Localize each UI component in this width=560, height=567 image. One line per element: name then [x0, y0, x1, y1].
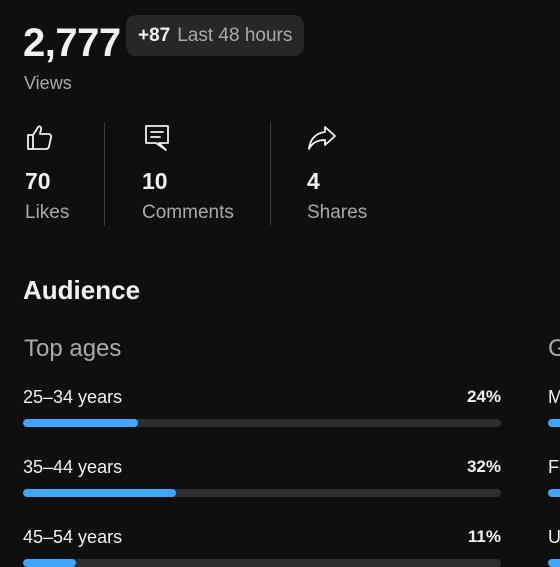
gender-bar	[548, 559, 560, 567]
views-delta-chip: +87 Last 48 hours	[126, 15, 305, 56]
age-range-label: 35–44 years	[23, 457, 123, 477]
comments-label: Comments	[142, 202, 234, 223]
top-ages-title: Top ages	[24, 335, 122, 362]
age-bar-track	[23, 559, 501, 567]
likes-label: Likes	[25, 202, 70, 223]
age-bar-fill	[23, 559, 76, 567]
shares-stat[interactable]: 4 Shares	[307, 122, 367, 223]
comments-stat[interactable]: 10 Comments	[142, 122, 234, 223]
age-percent: 32%	[466, 457, 501, 476]
likes-stat[interactable]: 70 Likes	[25, 122, 69, 223]
comments-count: 10	[142, 168, 168, 194]
views-label: Views	[24, 73, 72, 93]
gender-bar	[548, 489, 560, 497]
age-percent: 11%	[467, 527, 501, 546]
shares-label: Shares	[307, 202, 368, 223]
thumbs-up-icon	[27, 125, 53, 150]
comment-icon	[145, 125, 169, 151]
stat-divider	[104, 122, 105, 226]
gender-bar	[548, 419, 560, 427]
gender-label: M	[548, 387, 560, 407]
age-bar-track	[23, 489, 501, 497]
views-count: 2,777	[23, 21, 121, 65]
gender-label: Fe	[548, 457, 560, 477]
age-range-label: 45–54 years	[23, 527, 123, 547]
likes-count: 70	[25, 168, 51, 194]
gender-panel-title: G	[548, 335, 560, 362]
audience-title: Audience	[23, 275, 141, 305]
age-range-label: 25–34 years	[23, 387, 123, 407]
shares-count: 4	[307, 168, 320, 194]
delta-period: Last 48 hours	[177, 24, 293, 46]
age-bar-track	[23, 419, 501, 427]
views-delta: +87	[138, 24, 171, 46]
gender-label: U	[548, 527, 560, 547]
age-percent: 24%	[466, 387, 501, 406]
stat-divider	[270, 122, 271, 226]
age-bar-fill	[23, 489, 176, 497]
share-icon	[308, 126, 336, 150]
age-bar-fill	[23, 419, 138, 427]
